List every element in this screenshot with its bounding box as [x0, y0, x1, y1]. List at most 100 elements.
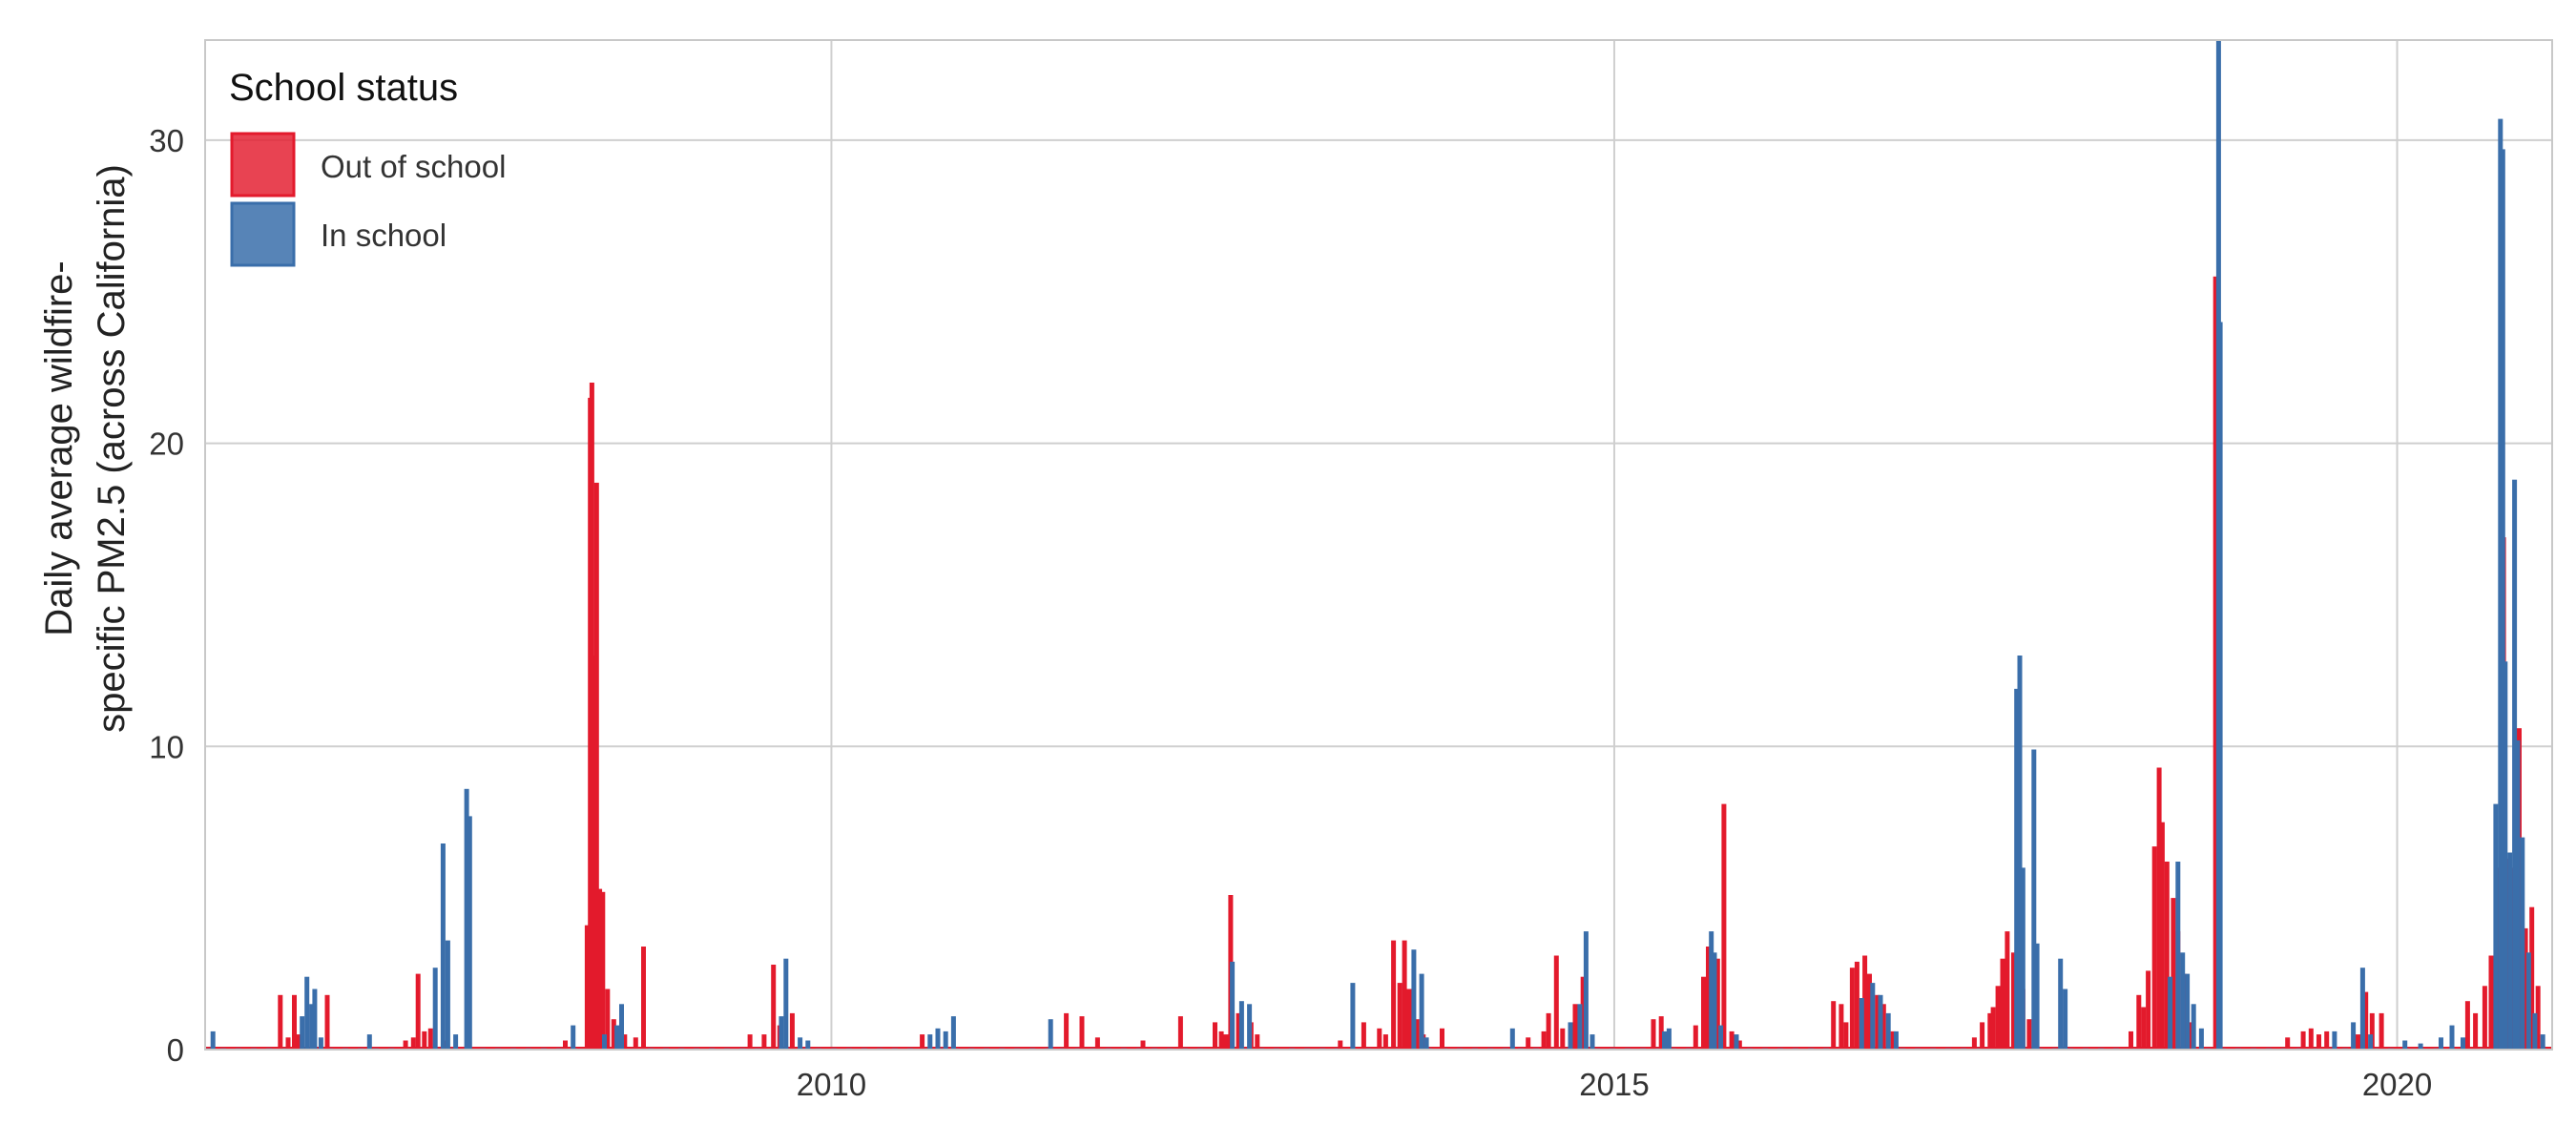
bar-out-of-school — [1862, 955, 1868, 1050]
bar-out-of-school — [292, 994, 297, 1050]
bar-out-of-school — [597, 888, 603, 1050]
bar-in-school — [318, 1037, 323, 1050]
bar-in-school — [1734, 1034, 1739, 1050]
y-axis-title-line-1: Daily average wildfire- — [38, 260, 80, 635]
bar-in-school — [927, 1034, 933, 1050]
bar-out-of-school — [2164, 862, 2170, 1050]
bar-in-school — [571, 1025, 576, 1050]
bar-in-school — [2520, 837, 2525, 1050]
bar-out-of-school — [2285, 1037, 2291, 1050]
bar-out-of-school — [2535, 986, 2541, 1050]
bar-out-of-school — [1987, 1012, 1993, 1050]
x-tick-label: 2020 — [2362, 1067, 2432, 1102]
bar-in-school — [312, 989, 318, 1050]
bar-out-of-school — [563, 1040, 568, 1050]
bar-in-school — [1419, 973, 1424, 1050]
bar-out-of-school — [1377, 1028, 1382, 1050]
bar-out-of-school — [2529, 906, 2535, 1050]
bar-out-of-school — [410, 1037, 416, 1050]
y-axis-title-line-2: specific PM2.5 (across California) — [91, 164, 133, 733]
bar-out-of-school — [1094, 1037, 1100, 1050]
bar-in-school — [2525, 952, 2531, 1050]
bar-in-school — [1893, 1030, 1899, 1050]
bar-out-of-school — [1406, 989, 1412, 1050]
bar-out-of-school — [622, 1034, 628, 1050]
bar-in-school — [783, 958, 789, 1050]
bar-in-school — [432, 968, 438, 1050]
bar-out-of-school — [1223, 1034, 1229, 1050]
bar-out-of-school — [2000, 958, 2005, 1050]
bar-out-of-school — [1560, 1028, 1566, 1050]
bar-out-of-school — [2026, 1019, 2032, 1050]
bar-in-school — [2020, 867, 2025, 1050]
bar-in-school — [2217, 322, 2223, 1050]
bar-out-of-school — [1572, 1004, 1578, 1050]
bar-out-of-school — [1546, 1012, 1551, 1050]
bar-out-of-school — [1440, 1028, 1444, 1050]
bar-out-of-school — [2011, 952, 2016, 1050]
bar-in-school — [2515, 739, 2521, 1050]
bar-out-of-school — [633, 1037, 638, 1050]
bar-out-of-school — [1706, 947, 1711, 1050]
bar-in-school — [2168, 976, 2173, 1050]
bar-out-of-school — [2188, 1022, 2193, 1050]
series-in-school — [210, 40, 2545, 1051]
bar-in-school — [805, 1040, 811, 1050]
legend-swatch-in-school — [230, 201, 296, 267]
bar-out-of-school — [761, 1034, 767, 1050]
bar-out-of-school — [1526, 1037, 1531, 1050]
bar-out-of-school — [2363, 991, 2369, 1050]
y-tick-label: 0 — [167, 1032, 184, 1068]
bar-out-of-school — [1701, 976, 1706, 1050]
bar-out-of-school — [771, 965, 777, 1050]
bar-in-school — [2532, 1012, 2538, 1050]
bar-out-of-school — [1693, 1025, 1698, 1050]
bar-out-of-school — [1177, 1016, 1183, 1050]
bar-out-of-school — [1580, 976, 1586, 1050]
bar-in-school — [950, 1016, 956, 1050]
bar-out-of-school — [1971, 1037, 1977, 1050]
bar-in-school — [602, 1034, 607, 1050]
bar-in-school — [1411, 949, 1417, 1050]
bar-out-of-school — [403, 1040, 408, 1050]
bar-in-school — [2351, 1022, 2357, 1050]
series-out-of-school — [278, 276, 2541, 1050]
bar-out-of-school — [278, 994, 283, 1050]
bar-in-school — [1238, 1001, 1244, 1050]
bar-out-of-school — [1995, 986, 2001, 1050]
bar-in-school — [304, 976, 310, 1050]
bar-in-school — [2402, 1040, 2408, 1050]
bar-out-of-school — [593, 482, 599, 1050]
bar-out-of-school — [1382, 1034, 1388, 1050]
bar-in-school — [2185, 973, 2191, 1050]
bar-in-school — [2359, 968, 2365, 1050]
bar-out-of-school — [1213, 1022, 1217, 1050]
bar-out-of-school — [747, 1034, 753, 1050]
x-tick-labels: 2010 2015 2020 — [797, 1067, 2433, 1102]
bar-in-school — [943, 1030, 948, 1050]
bar-out-of-school — [2473, 1012, 2479, 1050]
bar-out-of-school — [584, 925, 590, 1050]
bar-out-of-school — [1843, 1022, 1849, 1050]
grid-lines — [205, 40, 2552, 1051]
bar-out-of-school — [1140, 1040, 1146, 1050]
bar-in-school — [2175, 862, 2181, 1050]
bar-in-school — [619, 1004, 624, 1050]
bar-out-of-school — [2356, 1034, 2360, 1050]
y-tick-labels: 0 10 20 30 — [149, 123, 184, 1068]
bar-out-of-school — [1541, 1030, 1547, 1050]
bar-out-of-school — [2156, 767, 2162, 1050]
bar-out-of-school — [1079, 1016, 1085, 1050]
bar-in-school — [1712, 952, 1717, 1050]
legend-label-in-school: In school — [321, 218, 447, 253]
bar-in-school — [1583, 931, 1589, 1050]
bar-out-of-school — [1721, 803, 1727, 1050]
bar-out-of-school — [1890, 1030, 1896, 1050]
bar-out-of-school — [1839, 1004, 1844, 1050]
bar-in-school — [2191, 1004, 2196, 1050]
bar-in-school — [1870, 983, 1876, 1050]
bar-out-of-school — [297, 1034, 301, 1050]
bar-out-of-school — [324, 994, 330, 1050]
bar-in-school — [2500, 149, 2505, 1050]
